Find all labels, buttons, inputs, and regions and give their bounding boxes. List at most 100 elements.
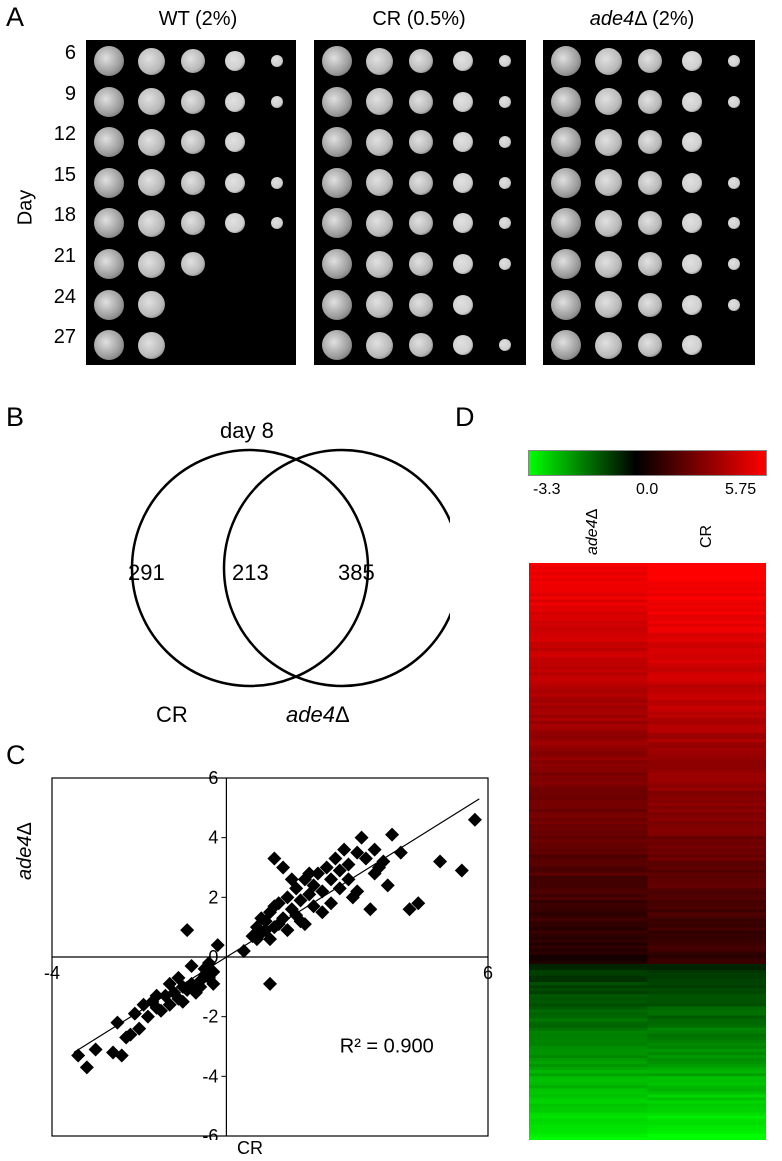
heatmap-cell <box>529 1006 648 1010</box>
scatter-plot: 6 4 2 0 -2 -4 -6 -4 6 R² = 0.900 <box>44 768 493 1140</box>
heatmap-cell <box>647 948 766 953</box>
heatmap-cell <box>647 629 766 634</box>
heatmap-cell <box>647 1106 766 1111</box>
heatmap-cell <box>647 1027 766 1032</box>
heatmap-cell <box>647 915 766 919</box>
day-number: 15 <box>53 163 76 186</box>
heatmap-cell <box>647 854 766 859</box>
heatmap-cell <box>647 736 766 740</box>
heatmap-cell <box>529 1079 648 1083</box>
heatmap-cell <box>529 605 648 610</box>
data-point <box>293 914 308 929</box>
plate-ade4 <box>543 40 755 365</box>
heatmap-cell <box>647 1042 766 1047</box>
heatmap-cell <box>647 632 766 637</box>
data-point <box>302 866 317 881</box>
heatmap-cell <box>647 830 766 834</box>
heatmap-cell <box>529 575 648 579</box>
heatmap-cell <box>529 672 648 676</box>
heatmap-cell <box>647 772 766 777</box>
colony-spot <box>94 127 124 158</box>
heatmap-cell <box>529 866 648 871</box>
heatmap-cell <box>647 1076 766 1080</box>
heatmap-cell <box>529 894 648 898</box>
heatmap <box>529 563 766 1140</box>
heatmap-cell <box>647 1082 766 1086</box>
column-title-ade4-gene: ade4 <box>589 8 635 30</box>
heatmap-cell <box>647 848 766 852</box>
heatmap-cell <box>647 1000 766 1004</box>
heatmap-cell <box>647 942 766 947</box>
heatmap-cell <box>647 827 766 831</box>
heatmap-cell <box>647 708 766 713</box>
colony-spot <box>453 294 473 315</box>
heatmap-cell <box>647 781 766 786</box>
heatmap-cell <box>647 912 766 916</box>
colony-spot <box>594 128 622 156</box>
heatmap-cell <box>647 1085 766 1089</box>
heatmap-cell <box>647 924 766 928</box>
colony-spot <box>453 213 473 234</box>
heatmap-cell <box>529 699 648 704</box>
heatmap-cell <box>647 976 766 980</box>
heatmap-cell <box>647 815 766 819</box>
heatmap-cell <box>529 781 648 786</box>
heatmap-cell <box>529 614 648 619</box>
heatmap-cell <box>647 681 766 685</box>
data-point <box>337 842 352 857</box>
colony-spot <box>409 170 433 195</box>
data-point <box>206 976 221 991</box>
heatmap-cell <box>647 802 766 807</box>
heatmap-cell <box>529 1036 648 1041</box>
colony-spot <box>499 95 511 108</box>
heatmap-cell <box>647 1003 766 1007</box>
heatmap-cell <box>529 596 648 600</box>
heatmap-cell <box>647 672 766 676</box>
heatmap-cell <box>529 733 648 737</box>
colony-spot <box>409 252 433 276</box>
heatmap-cell <box>529 903 648 907</box>
data-point <box>132 1021 147 1036</box>
colony-spot <box>594 250 622 278</box>
colony-spot <box>322 167 352 198</box>
heatmap-cell <box>647 1033 766 1038</box>
heatmap-cell <box>529 1061 648 1065</box>
colony-spot <box>551 46 581 76</box>
colony-spot <box>322 86 352 117</box>
heatmap-cell <box>529 687 648 692</box>
heatmap-cell <box>529 751 648 755</box>
colony-spot <box>94 249 124 279</box>
colony-spot <box>181 211 205 236</box>
colony-spot <box>271 95 283 108</box>
colony-spot <box>728 298 740 311</box>
data-point <box>380 878 395 893</box>
heatmap-cell <box>529 632 648 637</box>
heatmap-cell <box>647 593 766 597</box>
heatmap-cell <box>529 994 648 998</box>
data-point <box>324 872 339 887</box>
column-title-wt: WT (2%) <box>158 8 238 30</box>
heatmap-cell <box>529 830 648 834</box>
heatmap-cell <box>647 684 766 689</box>
colony-spot <box>137 250 165 278</box>
venn-right-label: ade4Δ <box>286 702 350 728</box>
heatmap-cell <box>529 666 648 670</box>
heatmap-cell <box>529 1051 648 1056</box>
heatmap-cell <box>529 569 648 573</box>
heatmap-cell <box>529 824 648 828</box>
heatmap-cell <box>529 845 648 849</box>
heatmap-cell <box>529 933 648 938</box>
heatmap-cell <box>529 857 648 862</box>
heatmap-cell <box>647 884 766 889</box>
heatmap-cell <box>647 654 766 658</box>
heatmap-cell <box>647 1058 766 1062</box>
heatmap-cell <box>529 723 648 728</box>
heatmap-cell <box>647 730 766 734</box>
heatmap-cell <box>647 644 766 649</box>
heatmap-cell <box>647 584 766 588</box>
heatmap-cell <box>647 991 766 995</box>
heatmap-cell <box>529 997 648 1001</box>
heatmap-cell <box>529 839 648 843</box>
colony-spot <box>638 333 662 358</box>
data-point <box>350 884 365 899</box>
